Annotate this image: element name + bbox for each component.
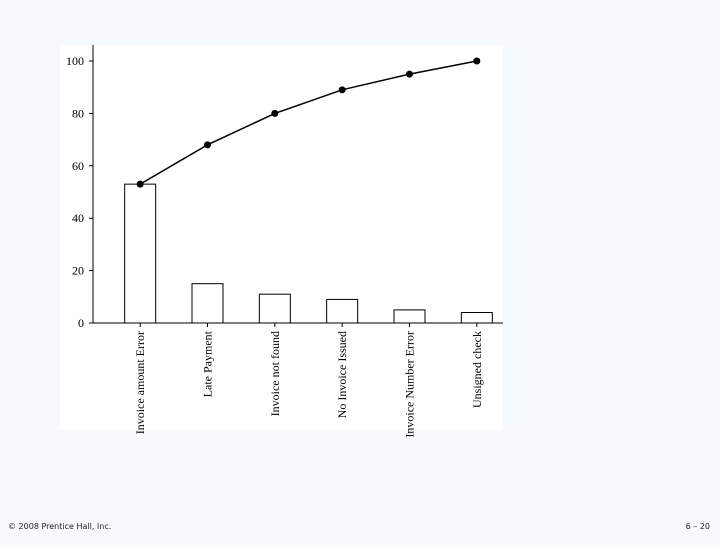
bar [124, 183, 157, 324]
x-tick-label: Invoice amount Error [133, 331, 147, 434]
y-tick-label: 40 [72, 211, 84, 225]
bar [326, 298, 359, 324]
y-tick-label: 60 [72, 159, 84, 173]
x-tick-label: No Invoice Issued [335, 331, 349, 418]
cumulative-point [338, 86, 346, 94]
y-tick-label: 20 [72, 264, 84, 278]
x-tick-label: Invoice Number Error [403, 331, 417, 438]
bar [393, 309, 426, 324]
copyright: © 2008 Prentice Hall, Inc. [8, 522, 111, 531]
y-tick-label: 100 [66, 54, 84, 68]
cumulative-point [271, 109, 279, 117]
x-tick-label: Late Payment [201, 330, 215, 397]
y-tick-label: 0 [78, 316, 84, 330]
cumulative-point [406, 70, 413, 78]
cumulative-point [204, 141, 211, 149]
page-number: 6 – 20 [686, 522, 710, 531]
cumulative-point [473, 57, 481, 65]
bar [460, 312, 493, 324]
cumulative-line [139, 60, 477, 185]
bar [191, 283, 224, 324]
x-tick-label: Unsigned check [470, 331, 484, 408]
bar [258, 293, 291, 324]
x-tick-label: Invoice not found [268, 331, 282, 416]
y-tick-label: 80 [72, 106, 84, 120]
cumulative-point [136, 180, 144, 188]
